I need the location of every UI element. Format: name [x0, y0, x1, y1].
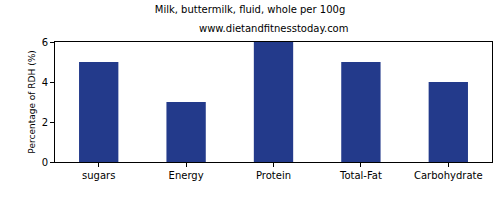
svg-text:0: 0	[42, 157, 48, 168]
svg-text:Milk, buttermilk, fluid, whole: Milk, buttermilk, fluid, whole per 100g	[155, 4, 345, 15]
svg-text:6: 6	[42, 37, 48, 48]
svg-text:4: 4	[42, 77, 48, 88]
svg-text:sugars: sugars	[82, 170, 115, 181]
svg-text:Protein: Protein	[256, 170, 291, 181]
svg-text:Energy: Energy	[169, 170, 204, 181]
svg-text:Percentage of RDH (%): Percentage of RDH (%)	[27, 50, 37, 153]
svg-text:www.dietandfitnesstoday.com: www.dietandfitnesstoday.com	[199, 23, 348, 34]
svg-text:Total-Fat: Total-Fat	[339, 170, 382, 181]
svg-text:Carbohydrate: Carbohydrate	[414, 170, 483, 181]
svg-text:2: 2	[42, 117, 48, 128]
